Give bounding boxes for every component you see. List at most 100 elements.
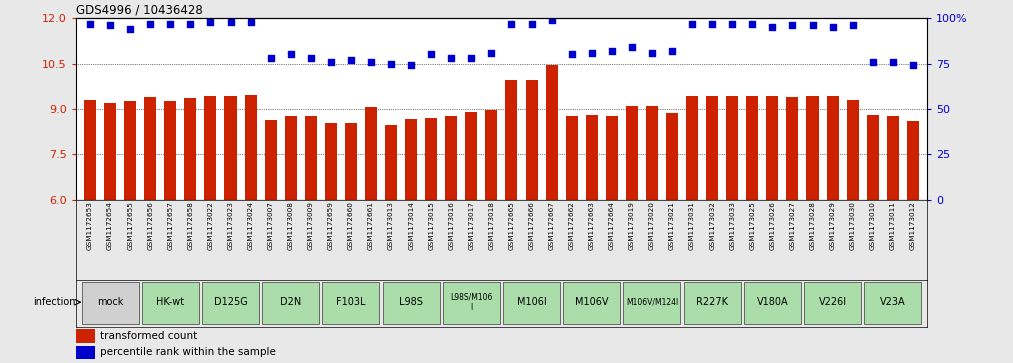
Bar [76,329,95,343]
Point [644,50,660,56]
Text: GSM1172658: GSM1172658 [187,201,193,250]
Point [804,23,821,28]
Bar [526,80,538,200]
Point [223,19,239,25]
Bar [907,121,919,200]
Text: mock: mock [97,297,124,307]
Bar [864,282,921,325]
Text: infection: infection [33,297,76,307]
Text: M106V: M106V [575,297,609,307]
Text: transformed count: transformed count [100,331,198,341]
Bar [443,282,499,325]
Point [102,23,119,28]
Text: GSM1173007: GSM1173007 [267,201,274,250]
Bar [82,282,139,325]
Text: GSM1173023: GSM1173023 [228,201,234,250]
Text: GSM1173029: GSM1173029 [830,201,836,250]
Point [142,21,158,26]
Point [624,44,640,50]
Text: GSM1173022: GSM1173022 [208,201,214,250]
Text: GSM1172657: GSM1172657 [167,201,173,250]
Text: V180A: V180A [757,297,788,307]
Bar [726,96,738,200]
Text: GSM1173010: GSM1173010 [870,201,875,250]
Bar [684,282,741,325]
Text: GSM1172656: GSM1172656 [147,201,153,250]
Text: GSM1173012: GSM1173012 [910,201,916,250]
Bar [322,282,380,325]
Text: D2N: D2N [280,297,301,307]
Bar [626,106,638,200]
Bar [503,282,560,325]
Bar [666,114,678,200]
Text: GSM1173009: GSM1173009 [308,201,314,250]
Bar [804,282,861,325]
Point [182,21,199,26]
Text: GSM1173017: GSM1173017 [468,201,474,250]
Bar [164,101,176,200]
Bar [305,117,317,200]
Bar [806,96,819,200]
Bar [125,101,136,200]
Bar [827,96,839,200]
Bar [565,117,577,200]
Text: M106I: M106I [517,297,546,307]
Bar [244,95,256,200]
Point [884,59,901,65]
Bar [847,101,859,200]
Bar [405,119,417,200]
Point [764,24,780,30]
Text: GSM1173032: GSM1173032 [709,201,715,250]
Point [563,52,579,57]
Text: GSM1173013: GSM1173013 [388,201,394,250]
Text: GSM1173011: GSM1173011 [889,201,895,250]
Text: V23A: V23A [880,297,906,307]
Point [544,17,560,23]
Text: V226I: V226I [819,297,847,307]
Point [845,23,861,28]
Text: GSM1173030: GSM1173030 [850,201,856,250]
Bar [385,125,397,200]
Point [242,19,258,25]
Text: GSM1173027: GSM1173027 [789,201,795,250]
Point [825,24,841,30]
Bar [383,282,440,325]
Point [443,55,459,61]
Point [503,21,520,26]
Point [664,48,680,54]
Point [383,61,399,66]
Point [162,21,178,26]
Bar [465,112,477,200]
Text: GSM1172665: GSM1172665 [509,201,515,250]
Bar [446,117,457,200]
Text: GSM1173033: GSM1173033 [729,201,735,250]
Bar [142,282,199,325]
Bar [285,117,297,200]
Point [403,62,419,68]
Bar [485,110,497,200]
Text: L98S/M106
I: L98S/M106 I [450,293,492,312]
Text: L98S: L98S [399,297,423,307]
Text: GSM1172664: GSM1172664 [609,201,615,250]
Text: GSM1173031: GSM1173031 [689,201,695,250]
Bar [606,115,618,200]
Point [784,23,800,28]
Text: GSM1173028: GSM1173028 [809,201,815,250]
Text: GDS4996 / 10436428: GDS4996 / 10436428 [76,4,203,17]
Text: GSM1173008: GSM1173008 [288,201,294,250]
Point [82,21,98,26]
Bar [646,106,658,200]
Text: GSM1172653: GSM1172653 [87,201,93,250]
Text: GSM1172661: GSM1172661 [368,201,374,250]
Text: GSM1173018: GSM1173018 [488,201,494,250]
Point [865,59,881,65]
Text: GSM1173016: GSM1173016 [449,201,454,250]
Text: GSM1172663: GSM1172663 [589,201,595,250]
Point [323,59,339,65]
Bar [886,115,899,200]
Bar [767,96,778,200]
Bar [623,282,681,325]
Text: GSM1172666: GSM1172666 [529,201,535,250]
Point [905,62,921,68]
Text: GSM1172660: GSM1172660 [347,201,354,250]
